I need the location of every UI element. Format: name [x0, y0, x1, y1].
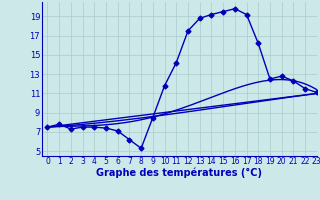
X-axis label: Graphe des températures (°C): Graphe des températures (°C) — [96, 168, 262, 178]
